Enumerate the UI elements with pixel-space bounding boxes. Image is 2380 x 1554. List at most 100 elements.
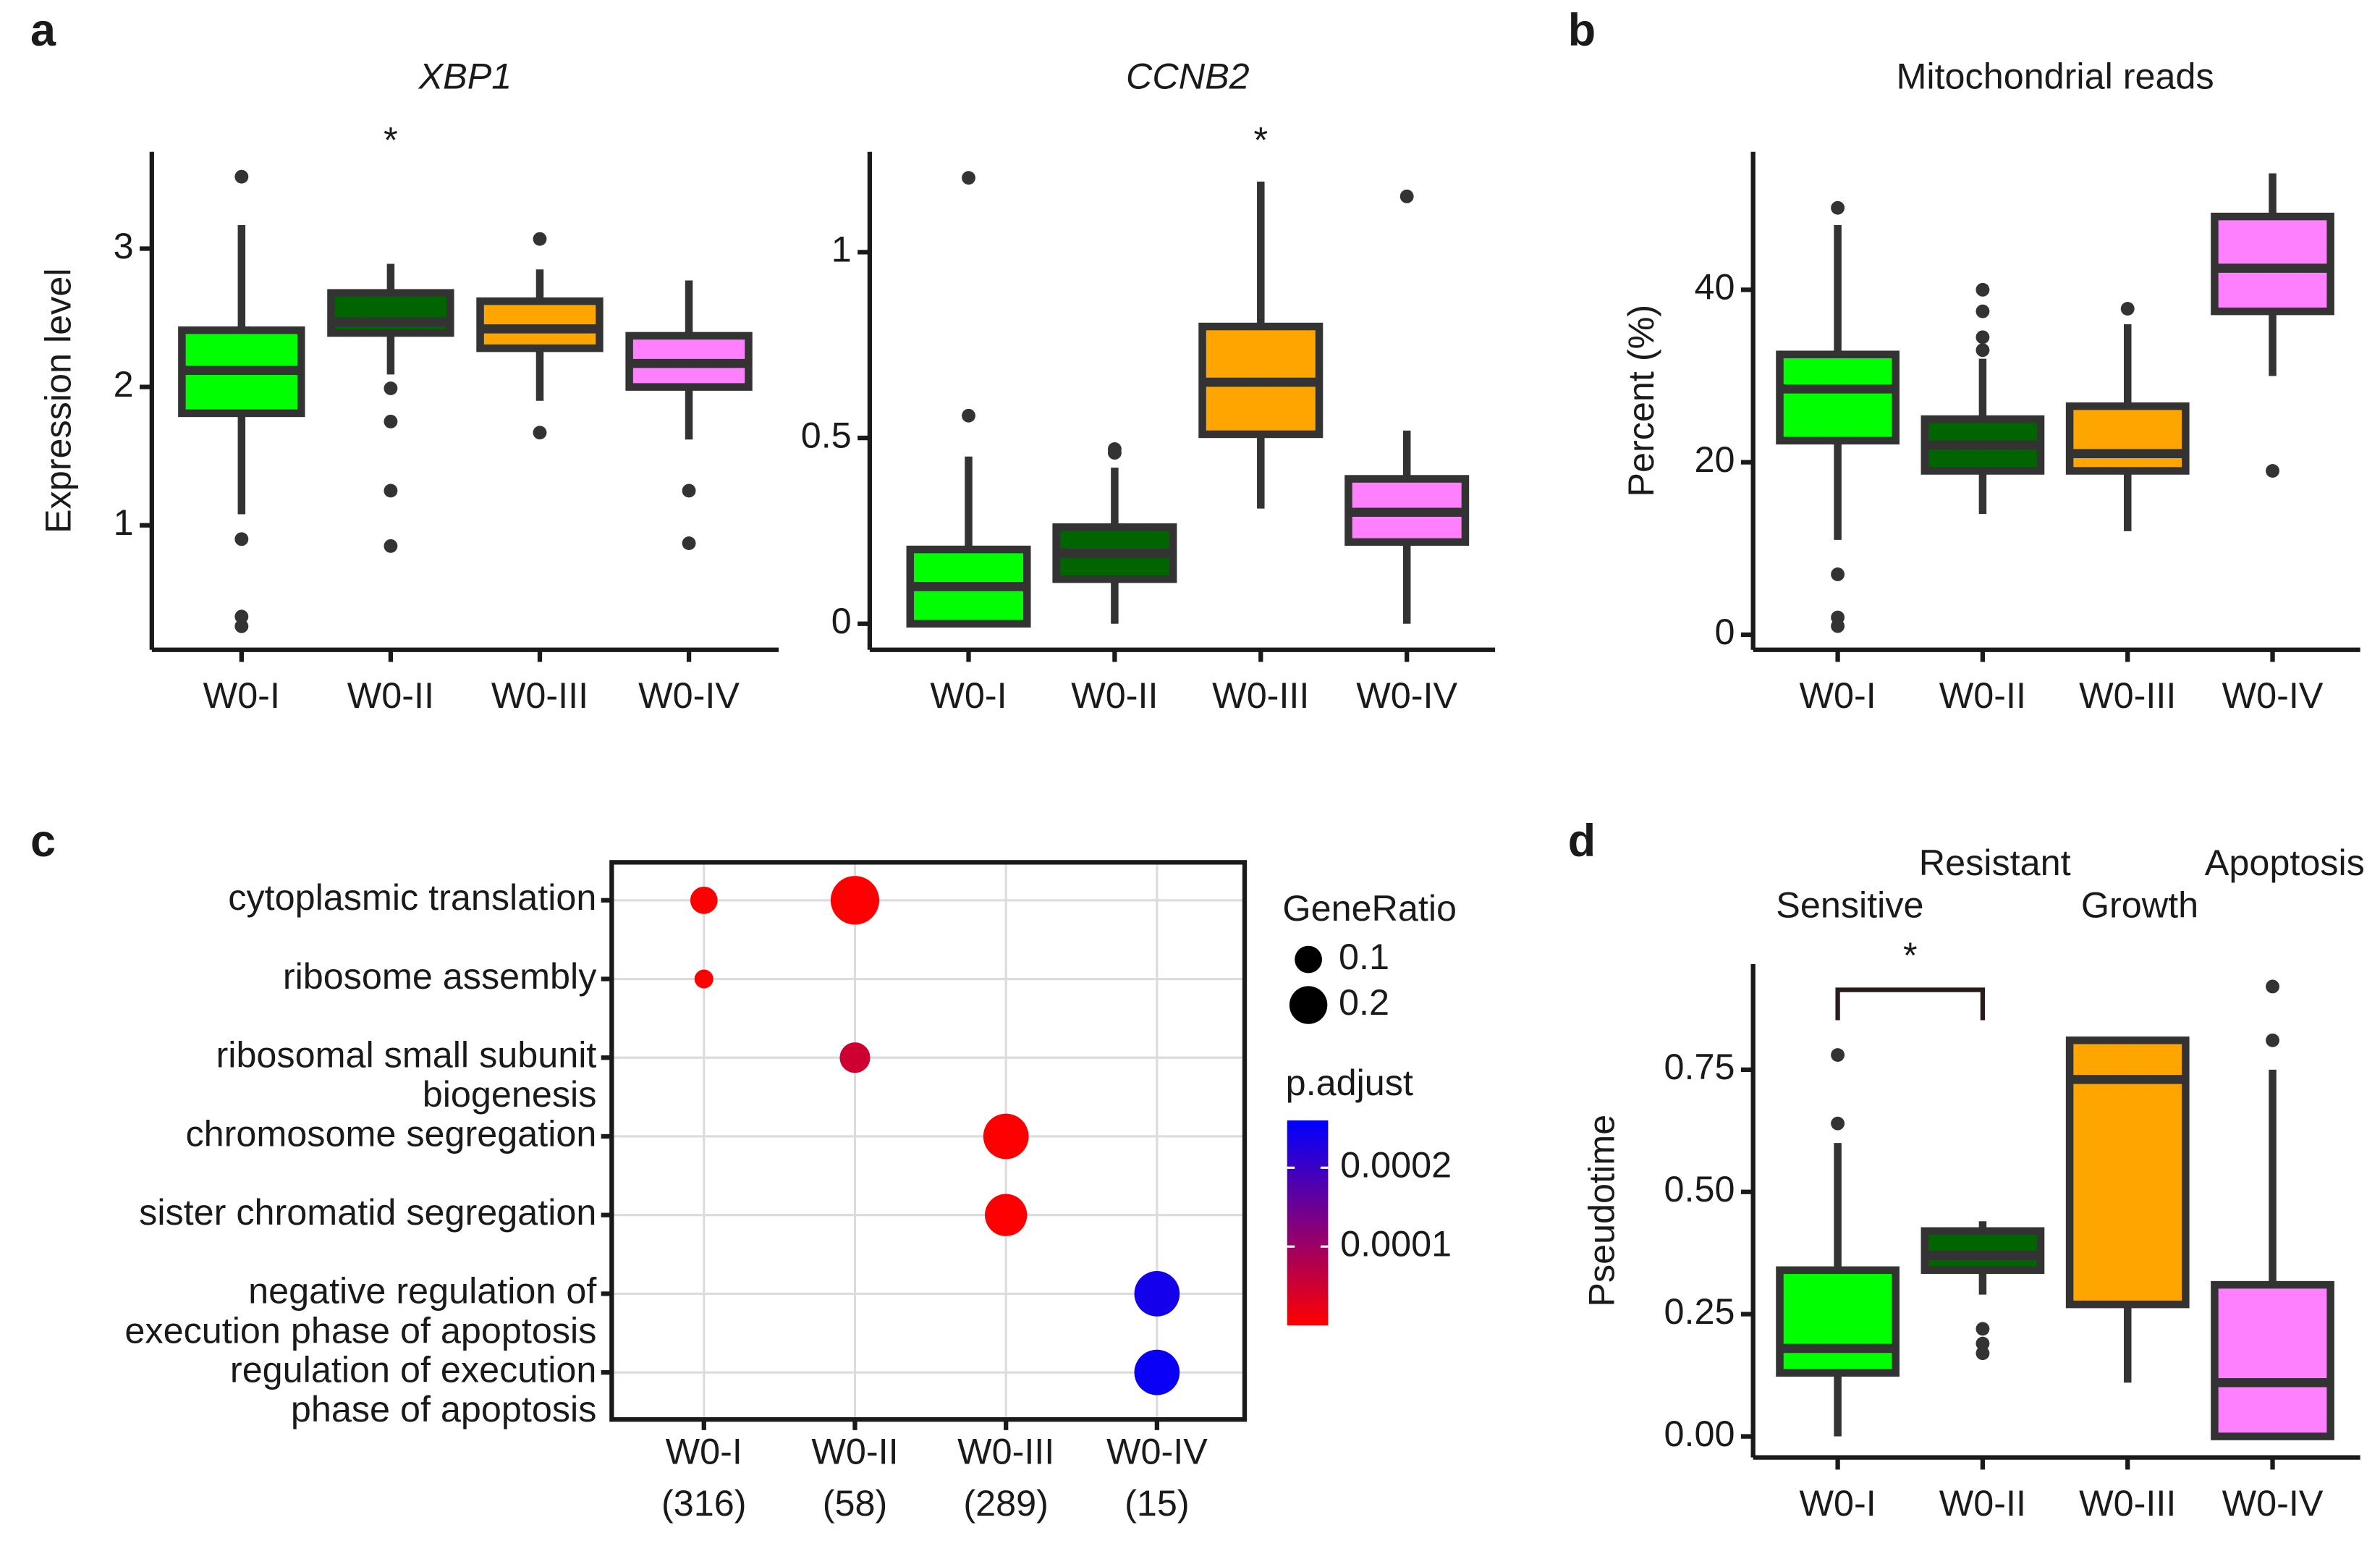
panel-label: a [30,5,56,56]
legend-dot [1289,986,1328,1024]
outlier [1107,442,1122,456]
outlier [2266,979,2279,994]
dot [1134,1349,1180,1395]
outlier [1399,189,1414,203]
outlier [682,483,696,498]
box [1776,1266,1900,1377]
outlier [962,408,975,423]
term-label: ribosome assembly [283,955,597,997]
term-label: chromosome segregation [185,1112,596,1154]
x-tick-label: W0-I [203,675,280,716]
group-label: Apoptosis [2205,842,2365,883]
dot [983,1113,1029,1160]
outlier [384,414,398,428]
outlier [384,539,398,553]
legend-title: p.adjust [1286,1062,1413,1103]
outlier [1831,200,1845,215]
legend-dot [1295,945,1322,974]
x-tick-label: W0-I [1799,1482,1876,1524]
outlier [1975,343,1990,358]
y-tick-label: 0.5 [801,414,852,455]
outlier [234,619,249,633]
x-tick-label: W0-II [347,675,434,716]
box [2065,1036,2190,1309]
panel-label: c [30,816,56,866]
panel-label: d [1568,816,1596,866]
outlier [2266,464,2279,478]
legend-title: GeneRatio [1282,887,1457,929]
box [2211,1280,2334,1440]
box [327,289,454,337]
y-axis-title: Expression level [37,269,78,533]
y-tick-label: 40 [1695,266,1735,308]
y-tick-label: 0.25 [1664,1291,1735,1332]
y-tick-label: 2 [114,363,134,405]
x-tick-label: W0-II [1071,675,1158,716]
category-count: (316) [661,1482,746,1524]
outlier [533,232,547,246]
x-tick-label: W0-III [1212,675,1309,716]
panel-label: b [1568,5,1596,56]
outlier [1831,1116,1845,1131]
significance-bracket [1835,987,1986,1021]
chart-title: XBP1 [418,55,512,96]
outlier [234,609,249,624]
plot-frame [609,860,1248,1422]
outlier [682,536,696,551]
outlier [533,426,547,440]
term-label: execution phase of apoptosis [124,1309,596,1351]
dot [694,969,713,989]
outlier [1975,1336,1990,1351]
chart-title: CCNB2 [1126,55,1250,96]
outlier [1831,1048,1845,1063]
y-tick-label: 0 [1715,611,1735,652]
legend-label: 0.1 [1339,936,1389,977]
y-axis-title: Percent (%) [1620,305,1661,497]
term-label: ribosomal small subunit [216,1034,597,1076]
category-count: (289) [963,1482,1049,1524]
outlier [384,381,398,395]
box [1776,350,1900,445]
dot [839,1042,871,1073]
y-tick-label: 1 [831,229,852,270]
chart-title: Mitochondrial reads [1896,55,2214,96]
x-tick-label: W0-IV [1106,1431,1208,1472]
y-tick-label: 0.00 [1664,1413,1735,1454]
group-label: Resistant [1919,842,2071,883]
dot [985,1194,1028,1236]
x-tick-label: W0-IV [1356,675,1457,716]
x-tick-label: W0-III [2079,1482,2176,1524]
x-tick-label: W0-I [1799,675,1876,716]
x-tick-label: W0-III [957,1431,1054,1472]
y-axis-title: Pseudotime [1580,1115,1622,1307]
outlier [1831,567,1845,581]
group-label: Sensitive [1776,884,1923,926]
outlier [1975,282,1990,297]
group-label: Growth [2081,884,2198,926]
y-tick-label: 3 [114,225,134,266]
term-label: phase of apoptosis [291,1388,597,1430]
outlier [234,532,249,546]
significance-mark: * [384,119,398,160]
significance-mark: * [1253,119,1268,160]
outlier [384,483,398,498]
term-label: regulation of execution [230,1348,596,1390]
outlier [234,169,249,184]
dot [1134,1271,1180,1317]
y-tick-label: 0.75 [1664,1046,1735,1087]
y-tick-label: 0.50 [1664,1168,1735,1209]
dot [830,876,880,925]
y-tick-label: 1 [114,502,134,543]
outlier [1831,619,1845,633]
outlier [2266,1033,2279,1047]
x-tick-label: W0-II [1939,675,2026,716]
term-label: sister chromatid segregation [139,1191,596,1233]
box [1920,1227,2045,1275]
outlier [1975,304,1990,318]
x-tick-label: W0-III [491,675,588,716]
colorbar [1287,1120,1329,1326]
x-tick-label: W0-III [2079,675,2176,716]
x-tick-label: W0-I [666,1431,742,1472]
